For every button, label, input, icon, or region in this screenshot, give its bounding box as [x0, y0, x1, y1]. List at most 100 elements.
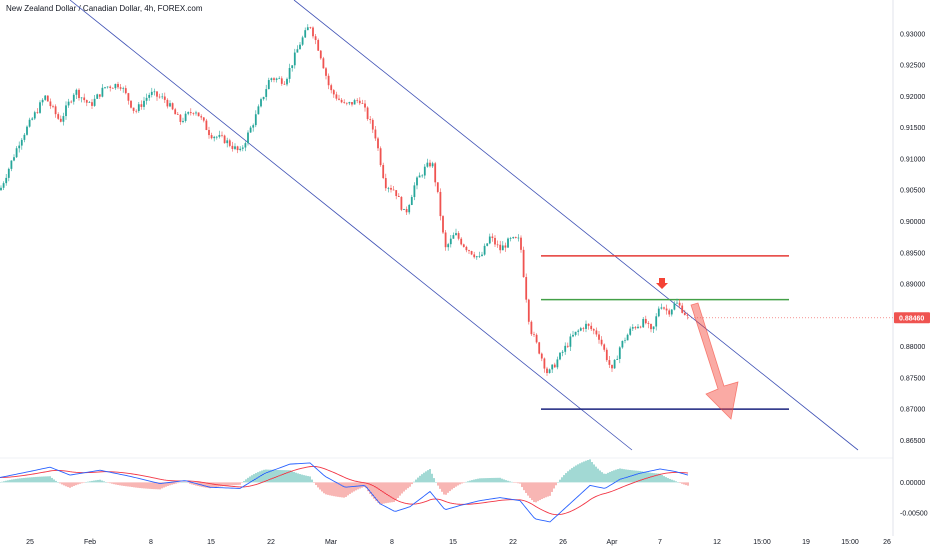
candle-body [122, 88, 125, 89]
candle-body [72, 94, 75, 102]
macd-histogram-bar [309, 476, 311, 483]
candle [486, 243, 489, 247]
candle [447, 242, 450, 251]
macd-histogram-bar [0, 482, 1, 483]
macd-histogram-bar [307, 476, 309, 483]
candle-body [509, 238, 512, 239]
candle-body [447, 244, 450, 248]
candle [655, 313, 658, 331]
candle-body [501, 245, 504, 251]
candle [291, 65, 294, 72]
candle-body [377, 138, 379, 149]
candle-body [418, 175, 421, 178]
macd-histogram-bar [445, 482, 447, 495]
candle-body [371, 119, 374, 130]
candle-body [106, 86, 109, 88]
candle-body [351, 102, 353, 105]
candle [75, 88, 78, 99]
candle [78, 88, 80, 101]
time-tick-label: 26 [559, 539, 567, 546]
macd-histogram-bar [423, 472, 425, 483]
candle-body [434, 163, 437, 183]
candle [15, 146, 18, 158]
macd-histogram-bar [27, 477, 29, 483]
macd-histogram-bar [135, 482, 137, 488]
price-channel [69, 0, 859, 451]
candle [457, 231, 460, 241]
macd-histogram-bar [645, 472, 647, 483]
macd-histogram-bar [181, 482, 183, 483]
candle [572, 330, 574, 338]
candle [408, 203, 411, 215]
candle-body [538, 342, 541, 354]
macd-histogram-bar [623, 469, 625, 483]
macd-histogram-bar [231, 482, 233, 486]
candle-body [613, 359, 616, 369]
macd-histogram-bar [465, 481, 467, 483]
macd-histogram-bar [441, 482, 443, 492]
macd-histogram-bar [429, 469, 431, 483]
candle-body [569, 336, 572, 347]
candle-body [660, 307, 663, 309]
macd-histogram-bar [203, 482, 205, 488]
candle [153, 88, 156, 96]
candle-body [335, 94, 338, 99]
macd-histogram-bar [321, 482, 323, 492]
candle [335, 91, 338, 101]
macd-histogram-bar [393, 482, 395, 502]
macd-histogram-bar [271, 469, 273, 483]
candle-body [241, 147, 244, 149]
candle-body [143, 100, 145, 107]
candle [468, 249, 470, 255]
candle [145, 93, 148, 105]
macd-histogram-bar [685, 482, 687, 486]
macd-histogram-bar [209, 482, 211, 489]
macd-histogram-bar [587, 460, 589, 483]
candle [26, 125, 28, 136]
macd-histogram-bar [609, 471, 611, 483]
macd-histogram-bar [173, 482, 175, 485]
candle [288, 63, 291, 83]
candle [137, 101, 140, 113]
price-tick-label: 0.89000 [900, 282, 925, 289]
candle-body [655, 316, 658, 327]
candle-body [530, 321, 533, 335]
macd-histogram-bar [419, 475, 421, 483]
macd-histogram-bar [479, 478, 481, 483]
macd-histogram-bar [597, 468, 599, 483]
macd-histogram-bar [573, 466, 575, 483]
candle [106, 86, 109, 89]
candle-body [647, 323, 650, 324]
macd-histogram-bar [263, 469, 265, 483]
candle-body [494, 237, 496, 245]
macd-histogram-bar [323, 482, 325, 494]
candle-body [195, 112, 197, 114]
macd-histogram-bar [409, 482, 411, 487]
candle [418, 172, 421, 178]
macd-histogram-bar [505, 480, 507, 483]
macd-tick-label: -0.00500 [900, 510, 928, 517]
macd-histogram-bar [421, 474, 423, 483]
macd-histogram-bar [71, 482, 73, 487]
macd-histogram-bar [397, 482, 399, 498]
macd-histogram-bar [313, 482, 315, 483]
candle-body [395, 190, 398, 196]
macd-histogram-bar [377, 482, 379, 503]
candle-body [473, 254, 476, 258]
macd-histogram-bar [605, 473, 607, 483]
candle-body [475, 256, 478, 258]
candle [114, 83, 117, 90]
candle [540, 352, 543, 362]
candle [65, 101, 67, 120]
candle [473, 251, 476, 259]
macd-histogram-bar [453, 482, 455, 488]
candle-body [215, 136, 218, 138]
candle [166, 98, 169, 109]
macd-histogram-bar [345, 482, 347, 497]
candle-body [78, 89, 80, 99]
candle-body [117, 83, 119, 88]
candle-body [514, 237, 517, 239]
macd-histogram-bar [477, 478, 479, 483]
candle-body [673, 303, 676, 310]
